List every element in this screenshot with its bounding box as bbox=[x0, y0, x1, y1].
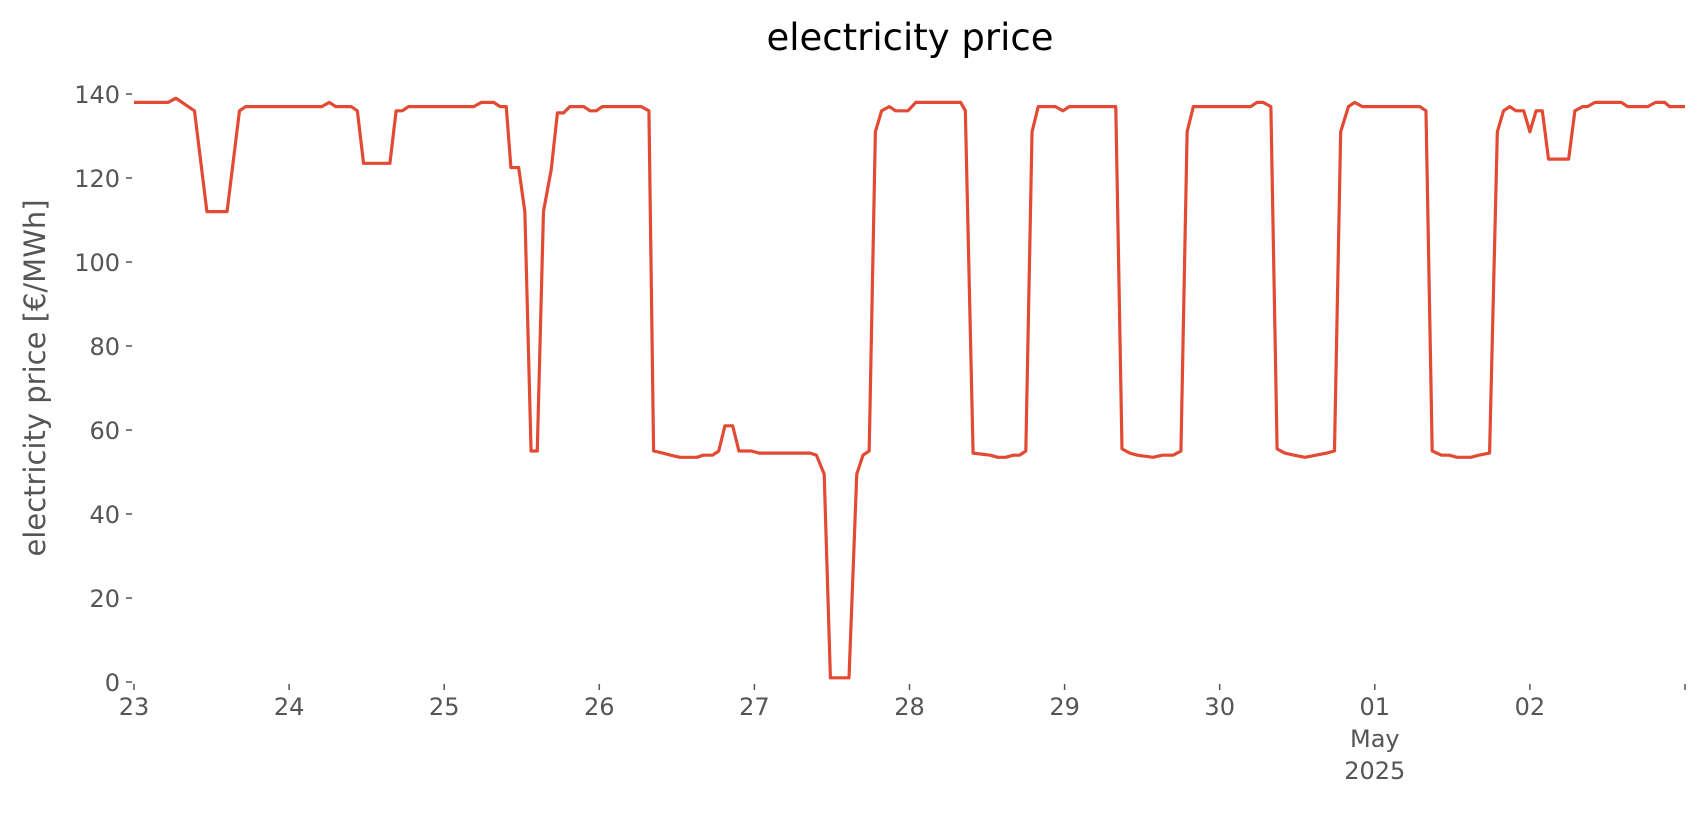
x-tick-label: 30 bbox=[1204, 693, 1235, 721]
x-tick-label-line: 01 bbox=[1360, 693, 1391, 721]
y-tick-label: 40 bbox=[89, 501, 120, 529]
x-tick-label-line: 30 bbox=[1204, 693, 1235, 721]
x-tick-label-line: 23 bbox=[119, 693, 150, 721]
x-tick-label-line: 29 bbox=[1049, 693, 1080, 721]
x-tick-label-line: 26 bbox=[584, 693, 615, 721]
x-tick-label: 28 bbox=[894, 693, 925, 721]
x-tick-label: 02 bbox=[1515, 693, 1546, 721]
x-tick-label: 24 bbox=[274, 693, 305, 721]
x-tick-label: 01 May 2025 bbox=[1344, 693, 1405, 785]
x-tick-label-line: 25 bbox=[429, 693, 460, 721]
x-tick-label-line: 02 bbox=[1515, 693, 1546, 721]
x-tick-label: 26 bbox=[584, 693, 615, 721]
y-tick-label: 20 bbox=[89, 585, 120, 613]
x-tick-label: 29 bbox=[1049, 693, 1080, 721]
x-tick-label-line: May bbox=[1350, 725, 1400, 753]
x-tick-label: 23 bbox=[119, 693, 150, 721]
line-series bbox=[134, 96, 1685, 680]
chart-title: electricity price bbox=[766, 16, 1053, 59]
x-tick-label-line: 28 bbox=[894, 693, 925, 721]
x-tick-label-line: 2025 bbox=[1344, 757, 1405, 785]
y-tick-label: 120 bbox=[74, 165, 120, 193]
x-tick-label-line: 24 bbox=[274, 693, 305, 721]
y-axis-label: electricity price [€/MWh] bbox=[18, 199, 52, 556]
y-tick-label: 0 bbox=[105, 669, 120, 697]
y-tick-label: 60 bbox=[89, 417, 120, 445]
y-tick-label: 100 bbox=[74, 249, 120, 277]
x-tick-label-line: 27 bbox=[739, 693, 770, 721]
y-tick-label: 140 bbox=[74, 81, 120, 109]
y-tick-label: 80 bbox=[89, 333, 120, 361]
x-tick-label: 25 bbox=[429, 693, 460, 721]
x-tick-label: 27 bbox=[739, 693, 770, 721]
